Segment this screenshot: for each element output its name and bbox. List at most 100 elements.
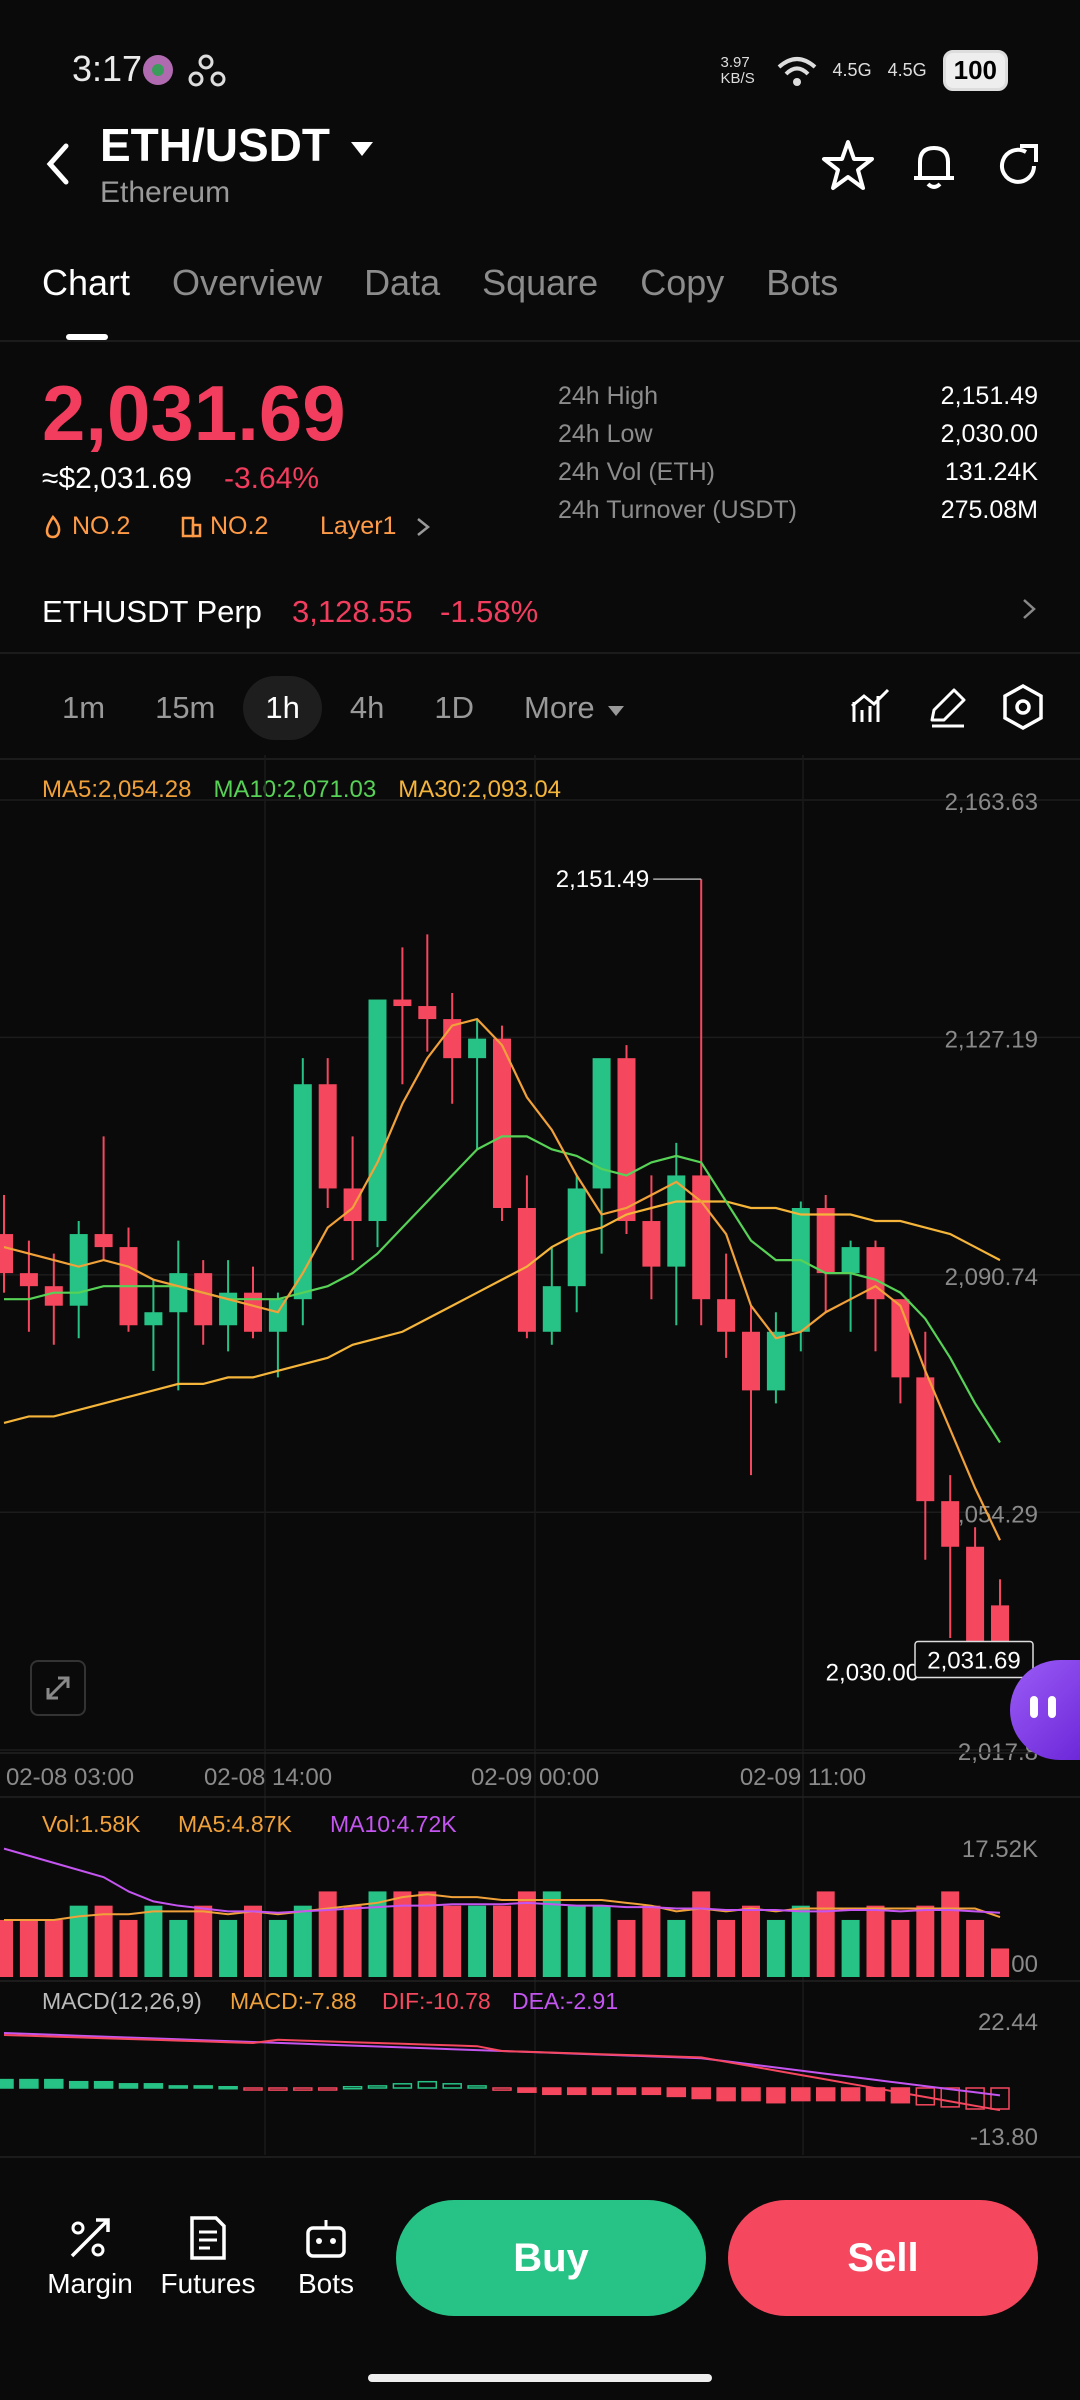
macd-bar bbox=[392, 2083, 413, 2089]
price-chart[interactable]: 2,163.632,127.192,090.742,054.292,017.80… bbox=[0, 755, 1080, 2155]
fullscreen-button[interactable] bbox=[30, 1660, 86, 1716]
ma5-line bbox=[3, 1017, 1001, 1541]
macd-bar bbox=[193, 2085, 213, 2089]
interval-4h[interactable]: 4h bbox=[349, 690, 385, 725]
back-arrow-icon bbox=[46, 143, 69, 185]
candle-body bbox=[368, 999, 387, 1222]
perp-chevron-icon[interactable] bbox=[1020, 596, 1038, 630]
volume-bar bbox=[368, 1891, 387, 1977]
candle-body bbox=[617, 1058, 636, 1222]
tab-square[interactable]: Square bbox=[482, 262, 599, 303]
tab-bots[interactable]: Bots bbox=[766, 262, 839, 303]
stats-panel: 24h High 2,151.49 24h Low 2,030.00 24h Vol… bbox=[558, 382, 1038, 534]
macd-bar bbox=[68, 2080, 89, 2089]
nav-futures[interactable]: Futures bbox=[148, 2208, 268, 2300]
y-tick-label: 2,090.74 bbox=[945, 1264, 1038, 1291]
expand-icon bbox=[46, 1676, 70, 1700]
settings-hex-icon[interactable] bbox=[998, 682, 1048, 732]
buy-button[interactable]: Buy bbox=[396, 2200, 706, 2316]
category-link[interactable]: Layer1 bbox=[320, 512, 432, 541]
tab-data[interactable]: Data bbox=[364, 262, 441, 303]
macd-bar bbox=[940, 2087, 960, 2108]
nav-futures-label: Futures bbox=[160, 2268, 256, 2299]
assistant-icon bbox=[1030, 1696, 1056, 1718]
candle-body bbox=[468, 1038, 487, 1059]
candle-body bbox=[667, 1175, 686, 1267]
macd-bar bbox=[218, 2085, 238, 2090]
tab-overview[interactable]: Overview bbox=[172, 262, 323, 303]
ma10-value: MA10:2,071.03 bbox=[213, 776, 377, 803]
macd-bar bbox=[44, 2078, 64, 2089]
share-icon[interactable] bbox=[990, 138, 1046, 194]
nav-margin[interactable]: Margin bbox=[30, 2208, 150, 2300]
candle-body bbox=[517, 1207, 536, 1332]
back-button[interactable] bbox=[40, 140, 80, 188]
home-indicator[interactable] bbox=[368, 2374, 712, 2382]
interval-more[interactable]: More bbox=[502, 676, 647, 740]
macd-bar bbox=[616, 2087, 637, 2096]
macd-tick-max: 22.44 bbox=[978, 2009, 1038, 2036]
interval-1m[interactable]: 1m bbox=[62, 690, 106, 725]
stat-vol-value: 131.24K bbox=[944, 458, 1038, 486]
ma30-line bbox=[3, 1200, 1001, 1425]
favorite-star-icon[interactable] bbox=[820, 138, 876, 194]
rank-badge-1[interactable]: NO.2 bbox=[42, 512, 130, 541]
pair-selector[interactable]: ETH/USDT bbox=[100, 118, 375, 172]
candle-body bbox=[194, 1273, 213, 1326]
ma10-line bbox=[4, 1135, 1001, 1444]
stat-high-label: 24h High bbox=[558, 382, 659, 410]
candle-body bbox=[493, 1038, 511, 1208]
volume-bar bbox=[841, 1919, 860, 1977]
volume-bar bbox=[542, 1891, 561, 1977]
tab-copy[interactable]: Copy bbox=[640, 262, 725, 303]
alert-bell-icon[interactable] bbox=[906, 138, 962, 194]
stat-low-label: 24h Low bbox=[558, 420, 653, 448]
draw-pencil-icon[interactable] bbox=[922, 682, 972, 732]
macd-bar bbox=[766, 2087, 786, 2104]
macd-bar bbox=[342, 2085, 363, 2090]
candle-body bbox=[916, 1377, 935, 1502]
candle-body bbox=[866, 1247, 885, 1300]
nav-bots[interactable]: Bots bbox=[266, 2208, 386, 2300]
macd-bar bbox=[118, 2083, 139, 2089]
candle-body bbox=[19, 1273, 38, 1287]
rank-badge-2[interactable]: NO.2 bbox=[180, 512, 268, 541]
last-price-label: 2,031.69 bbox=[927, 1648, 1020, 1675]
sell-button[interactable]: Sell bbox=[728, 2200, 1038, 2316]
candle-body bbox=[244, 1292, 262, 1332]
nav-margin-label: Margin bbox=[47, 2268, 133, 2299]
interval-1d[interactable]: 1D bbox=[434, 690, 474, 725]
stat-vol-label: 24h Vol (ETH) bbox=[558, 458, 716, 486]
macd-bar bbox=[741, 2087, 761, 2102]
volume-bar bbox=[44, 1919, 63, 1977]
volume-bar bbox=[69, 1905, 88, 1977]
y-tick-label: 2,163.63 bbox=[945, 789, 1038, 816]
macd-bar bbox=[791, 2087, 811, 2102]
perp-name[interactable]: ETHUSDT Perp bbox=[42, 594, 262, 629]
indicator-icon[interactable] bbox=[846, 682, 896, 732]
macd-bar bbox=[168, 2085, 189, 2089]
volume-bar bbox=[567, 1905, 586, 1977]
last-price: 2,031.69 bbox=[42, 369, 346, 457]
interval-bar: 1m 15m 1h 4h 1D More bbox=[40, 676, 647, 740]
volume-bar bbox=[991, 1948, 1009, 1977]
tab-chart[interactable]: Chart bbox=[42, 262, 131, 303]
macd-value: MACD:-7.88 bbox=[230, 1988, 357, 2014]
macd-bar bbox=[293, 2087, 313, 2091]
volume-bar bbox=[891, 1919, 910, 1977]
interval-1h[interactable]: 1h bbox=[243, 676, 322, 740]
caret-down-icon bbox=[608, 706, 625, 716]
candle-body bbox=[0, 1234, 13, 1274]
volume-bar bbox=[916, 1905, 935, 1977]
battery-indicator: 100 bbox=[942, 50, 1008, 91]
volume-bar bbox=[742, 1905, 760, 1977]
volume-bar bbox=[268, 1919, 287, 1977]
futures-icon bbox=[190, 2216, 226, 2260]
interval-15m[interactable]: 15m bbox=[155, 690, 216, 725]
candle-body bbox=[816, 1207, 835, 1274]
volume-bar bbox=[0, 1919, 13, 1977]
assistant-float-button[interactable] bbox=[1010, 1660, 1080, 1760]
vol-tick-max: 17.52K bbox=[962, 1836, 1038, 1863]
volume-bar bbox=[642, 1905, 661, 1977]
macd-bar bbox=[467, 2085, 487, 2089]
